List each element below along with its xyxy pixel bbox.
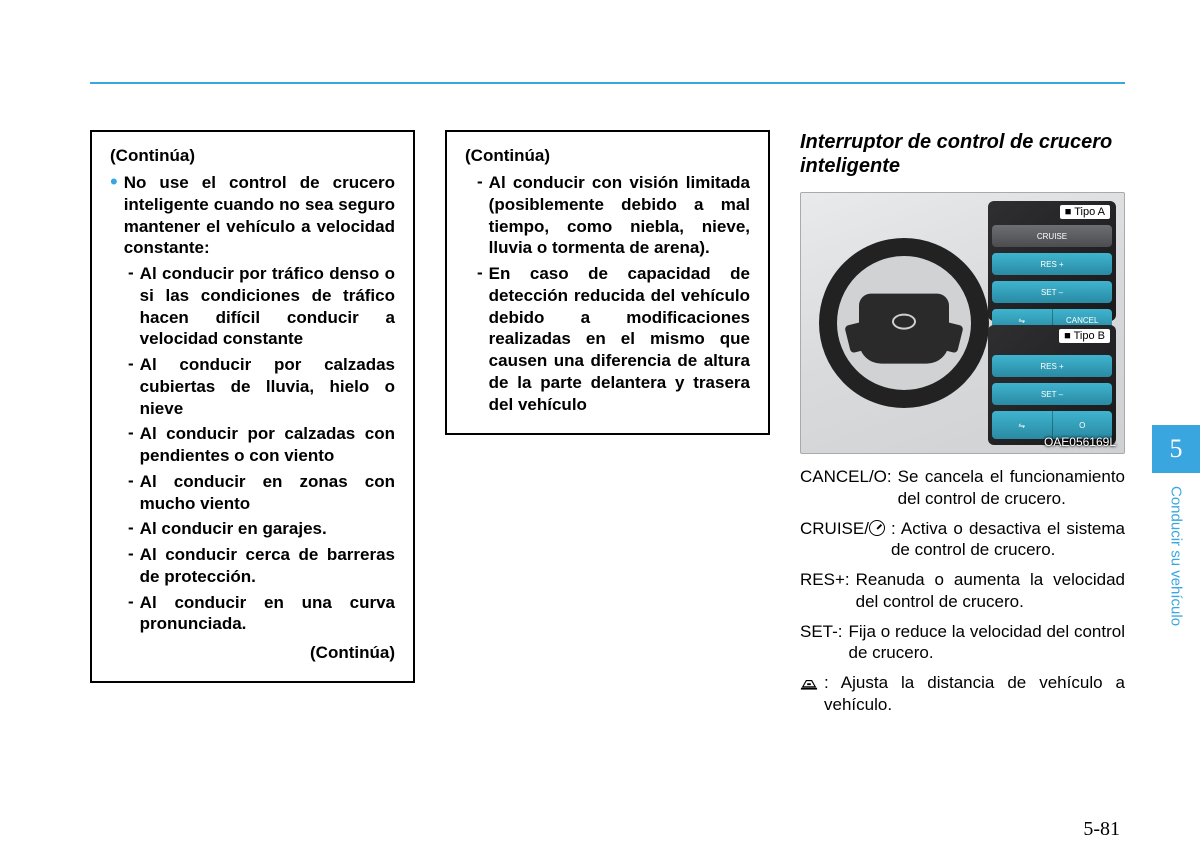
- sub-text: Al conducir en zonas con mucho viento: [140, 471, 395, 515]
- dash-icon: -: [477, 172, 483, 259]
- sub-text: Al conducir con visión limitada (posible…: [489, 172, 750, 259]
- warning-box-2: (Continúa) -Al conducir con visión limit…: [445, 130, 770, 435]
- box2-title: (Continúa): [465, 146, 750, 166]
- box1-sublist: -Al conducir por tráfico denso o si las …: [128, 263, 395, 635]
- definition-row: CANCEL/O: Se cancela el funcionamiento d…: [800, 466, 1125, 510]
- box1-title: (Continúa): [110, 146, 395, 166]
- list-item: -Al conducir en una curva pronunciada.: [128, 592, 395, 636]
- btn-row: SET –: [992, 383, 1112, 405]
- list-item: -Al conducir por calzadas cubiertas de l…: [128, 354, 395, 419]
- dash-icon: -: [477, 263, 483, 415]
- list-item: -Al conducir en garajes.: [128, 518, 395, 540]
- dash-icon: -: [128, 544, 134, 588]
- dash-icon: -: [128, 518, 134, 540]
- page-content: (Continúa) • No use el control de crucer…: [90, 130, 1125, 716]
- chapter-tab: 5: [1152, 425, 1200, 473]
- def-text: : Ajusta la distancia de vehículo a vehí…: [824, 672, 1125, 716]
- steering-wheel-icon: [819, 238, 989, 408]
- column-1: (Continúa) • No use el control de crucer…: [90, 130, 415, 716]
- cruise-button-a: CRUISE: [992, 225, 1112, 247]
- warning-box-1: (Continúa) • No use el control de crucer…: [90, 130, 415, 683]
- btn-row: SET –: [992, 281, 1112, 303]
- def-label-cancel: CANCEL/O:: [800, 466, 892, 510]
- def-text: : Activa o desactiva el sistema de contr…: [891, 518, 1125, 562]
- sub-text: Al conducir cerca de barreras de protecc…: [140, 544, 395, 588]
- btn-row: RES +: [992, 253, 1112, 275]
- def-label-cruise: CRUISE/: [800, 518, 885, 562]
- dash-icon: -: [128, 471, 134, 515]
- set-button-a: SET –: [992, 281, 1112, 303]
- sub-text: Al conducir por calzadas con pendientes …: [140, 423, 395, 467]
- btn-row: CRUISE: [992, 225, 1112, 247]
- def-label-distance: [800, 672, 818, 716]
- sub-text: En caso de capacidad de detección reduci…: [489, 263, 750, 415]
- definition-row: CRUISE/ : Activa o desactiva el sistema …: [800, 518, 1125, 562]
- def-label-res: RES+:: [800, 569, 850, 613]
- figure-code: OAE056169L: [1044, 435, 1116, 449]
- list-item: -Al conducir con visión limitada (posibl…: [477, 172, 750, 259]
- button-panel-type-b: ■ Tipo B RES + SET – ⇋O: [988, 325, 1116, 445]
- definition-row: : Ajusta la distancia de vehículo a vehí…: [800, 672, 1125, 716]
- definitions-list: CANCEL/O: Se cancela el funcionamiento d…: [800, 466, 1125, 716]
- list-item: -En caso de capacidad de detección reduc…: [477, 263, 750, 415]
- chapter-side-label: Conducir su vehículo: [1152, 480, 1200, 680]
- column-2: (Continúa) -Al conducir con visión limit…: [445, 130, 770, 716]
- panel-label-b: ■ Tipo B: [1059, 329, 1110, 343]
- distance-button-b: ⇋: [992, 411, 1052, 439]
- wheel-hub: [859, 294, 949, 364]
- chapter-number: 5: [1170, 434, 1183, 464]
- def-text: Fija o reduce la velocidad del control d…: [849, 621, 1125, 665]
- sub-text: Al conducir por calzadas cubiertas de ll…: [140, 354, 395, 419]
- bullet-dot-icon: •: [110, 172, 118, 259]
- steering-wheel-figure: ■ Tipo A CRUISE RES + SET – ⇋CANCEL ■ Ti…: [800, 192, 1125, 454]
- box1-bullet: • No use el control de crucero inteligen…: [110, 172, 395, 259]
- list-item: -Al conducir cerca de barreras de protec…: [128, 544, 395, 588]
- res-button-a: RES +: [992, 253, 1112, 275]
- list-item: -Al conducir por tráfico denso o si las …: [128, 263, 395, 350]
- top-rule: [90, 82, 1125, 84]
- section-title: Interruptor de control de crucero inteli…: [800, 130, 1125, 178]
- cruise-speedometer-icon: [869, 520, 885, 536]
- button-panel-type-a: ■ Tipo A CRUISE RES + SET – ⇋CANCEL: [988, 201, 1116, 321]
- dash-icon: -: [128, 354, 134, 419]
- dash-icon: -: [128, 263, 134, 350]
- definition-row: SET-: Fija o reduce la velocidad del con…: [800, 621, 1125, 665]
- sub-text: Al conducir en una curva pronunciada.: [140, 592, 395, 636]
- dash-icon: -: [128, 592, 134, 636]
- res-button-b: RES +: [992, 355, 1112, 377]
- vehicle-distance-icon: [800, 677, 818, 690]
- column-3: Interruptor de control de crucero inteli…: [800, 130, 1125, 716]
- dash-icon: -: [128, 423, 134, 467]
- box1-bullet-text: No use el control de crucero inteligente…: [124, 172, 395, 259]
- list-item: -Al conducir en zonas con mucho viento: [128, 471, 395, 515]
- sub-text: Al conducir en garajes.: [140, 518, 395, 540]
- def-text: Se cancela el funcionamiento del control…: [898, 466, 1125, 510]
- box2-sublist: -Al conducir con visión limitada (posibl…: [477, 172, 750, 415]
- btn-row: RES +: [992, 355, 1112, 377]
- brand-logo-icon: [892, 314, 916, 330]
- box1-continue: (Continúa): [110, 643, 395, 663]
- panel-label-a: ■ Tipo A: [1060, 205, 1110, 219]
- definition-row: RES+: Reanuda o aumenta la velocidad del…: [800, 569, 1125, 613]
- page-number: 5-81: [1083, 818, 1120, 841]
- cruise-label-text: CRUISE/: [800, 519, 869, 538]
- sub-text: Al conducir por tráfico denso o si las c…: [140, 263, 395, 350]
- def-label-set: SET-:: [800, 621, 843, 665]
- def-text: Reanuda o aumenta la velocidad del contr…: [856, 569, 1125, 613]
- set-button-b: SET –: [992, 383, 1112, 405]
- list-item: -Al conducir por calzadas con pendientes…: [128, 423, 395, 467]
